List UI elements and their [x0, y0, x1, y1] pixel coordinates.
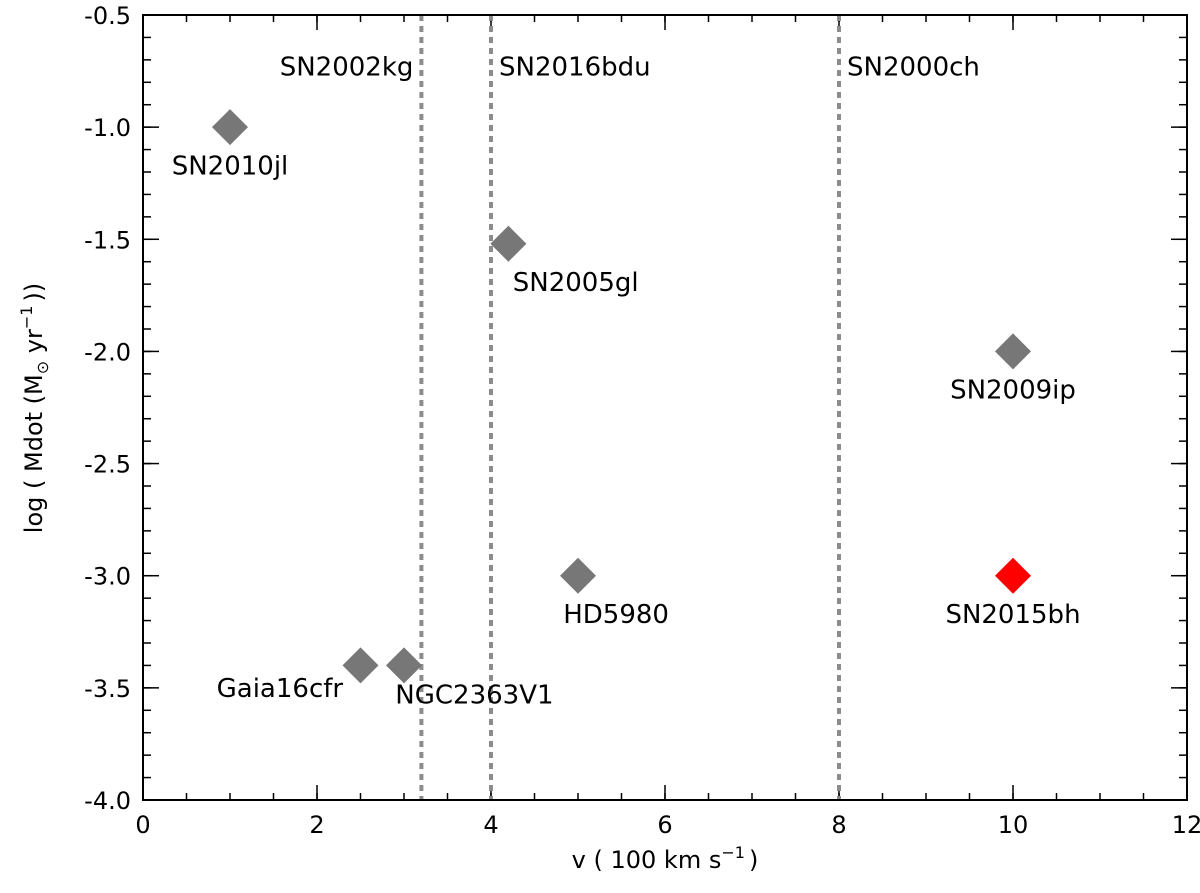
plot-frame: [142, 14, 1188, 801]
tick-labels: 0 2 4 6 8 10 12 -4.0 -3.5 -3.0 -2.5 -2.0 -1.5 -1.0 -0.…: [84, 2, 1200, 839]
x-tick-label: 10: [998, 811, 1029, 839]
data-point-label: SN2009ip: [950, 376, 1076, 406]
reference-line-label: SN2000ch: [847, 53, 980, 83]
y-tick-label: -3.5: [84, 675, 131, 703]
y-tick-label: -1.5: [84, 226, 131, 254]
data-point-marker: [342, 647, 379, 684]
data-point-label: SN2015bh: [945, 600, 1080, 630]
reference-line-label: SN2016bdu: [499, 53, 651, 83]
y-tick-label: -2.5: [84, 451, 131, 479]
data-point-label: NGC2363V1: [395, 681, 553, 711]
data-points: [212, 109, 1031, 684]
y-tick-label: -0.5: [84, 2, 131, 30]
y-tick-label: -1.0: [84, 114, 131, 142]
data-point-marker: [995, 333, 1031, 370]
y-tick-label: -2.0: [84, 338, 131, 366]
x-tick-label: 0: [135, 811, 150, 839]
data-point-marker: [212, 109, 248, 146]
point-labels: SN2010jl SN2005gl SN2009ip HD5980 SN2015bh Ga…: [172, 151, 1081, 710]
x-tick-label: 12: [1172, 811, 1200, 839]
x-tick-label: 8: [831, 811, 846, 839]
y-axis-label: log ( Mdot (M⊙ yr−1)): [17, 283, 52, 533]
y-tick-label: -3.0: [84, 563, 131, 591]
data-point-marker: [560, 557, 596, 594]
data-point-marker: [490, 225, 527, 262]
x-tick-label: 4: [483, 811, 498, 839]
data-point-marker: [386, 647, 422, 684]
x-axis-label: v ( 100 km s−1): [572, 843, 759, 874]
y-tick-label: -4.0: [84, 787, 131, 815]
data-point-label: SN2005gl: [513, 268, 639, 298]
reference-line-label: SN2002kg: [280, 53, 414, 83]
data-point-label: HD5980: [563, 600, 669, 630]
data-point-label: Gaia16cfr: [217, 674, 344, 704]
x-tick-label: 6: [657, 811, 672, 839]
data-point-marker: [995, 557, 1031, 594]
x-tick-label: 2: [309, 811, 324, 839]
data-point-label: SN2010jl: [172, 151, 289, 181]
reference-lines: [419, 15, 841, 800]
reference-line-labels: SN2002kg SN2016bdu SN2000ch: [280, 53, 980, 83]
